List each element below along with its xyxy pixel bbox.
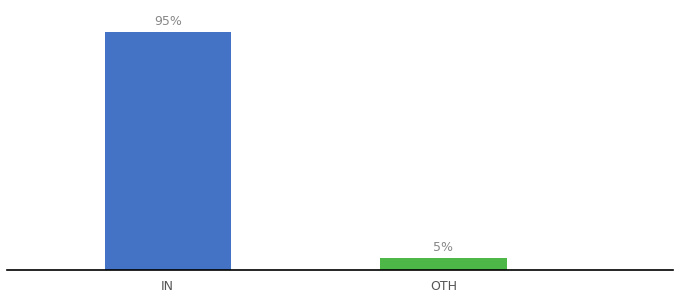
Text: 5%: 5% xyxy=(433,241,454,254)
Bar xyxy=(380,258,507,270)
Text: 95%: 95% xyxy=(154,15,182,28)
Bar xyxy=(105,32,231,270)
